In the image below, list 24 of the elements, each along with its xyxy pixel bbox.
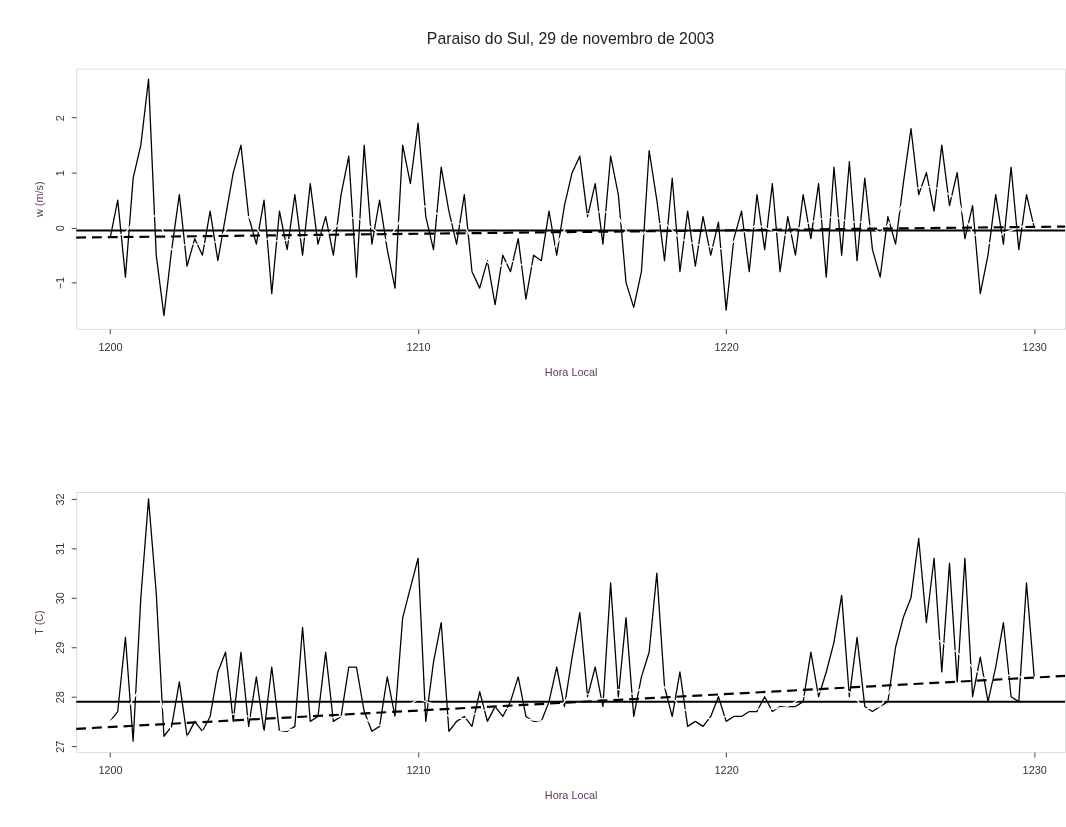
line-series	[109, 185, 1035, 270]
y-tick-label: 28	[53, 691, 66, 704]
chart-title: Paraiso do Sul, 29 de novembro de 2003	[426, 30, 715, 48]
x-tick-label: 1230	[1022, 764, 1047, 777]
x-tick-label: 1220	[714, 764, 739, 777]
x-tick-label: 1210	[406, 341, 431, 354]
y-tick-label: 32	[53, 493, 66, 506]
x-axis-title: Hora Local	[544, 365, 598, 378]
y-tick-label: 31	[53, 542, 66, 555]
y-tick-label: −1	[53, 276, 66, 290]
y-axis-title: w (m/s)	[33, 181, 46, 219]
x-tick-label: 1230	[1022, 341, 1047, 354]
y-tick-label: 2	[53, 115, 66, 122]
y-tick-label: 27	[53, 740, 66, 753]
y-tick-label: 30	[53, 592, 66, 605]
x-tick-label: 1220	[714, 341, 739, 354]
y-axis-title: T (C)	[33, 610, 46, 635]
y-tick-label: 29	[53, 641, 66, 654]
x-tick-label: 1200	[98, 764, 123, 777]
y-tick-label: 1	[53, 170, 66, 177]
x-tick-label: 1210	[406, 764, 431, 777]
y-tick-label: 0	[53, 225, 66, 232]
x-tick-label: 1200	[98, 341, 123, 354]
x-axis-title: Hora Local	[544, 789, 598, 802]
